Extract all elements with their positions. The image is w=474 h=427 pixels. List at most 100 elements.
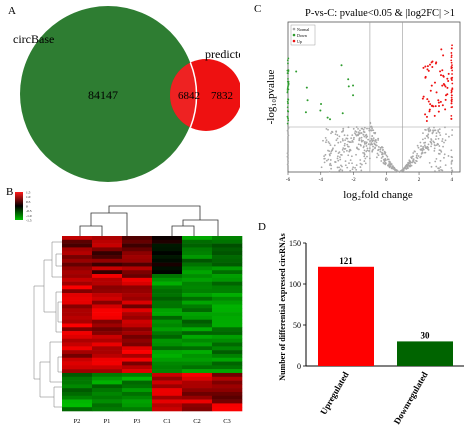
heatmap-cell: [182, 361, 213, 366]
heatmap-cell: [182, 331, 213, 336]
volcano-point-up: [444, 108, 447, 111]
volcano-point-normal: [359, 129, 361, 132]
volcano-point: [287, 84, 290, 87]
heatmap-column-label: C1: [163, 418, 171, 425]
volcano-point: [286, 90, 289, 92]
volcano-point-up: [429, 103, 432, 106]
heatmap-cell: [62, 285, 93, 290]
volcano-point-normal: [393, 166, 396, 169]
volcano-point-normal: [330, 150, 333, 153]
heatmap-cell: [152, 247, 183, 252]
volcano-xtick-label: -4: [319, 178, 324, 183]
volcano-ylabel: -log₁₀pvalue: [265, 70, 277, 125]
volcano-point-normal: [341, 138, 344, 140]
heatmap-cell: [122, 243, 153, 248]
heatmap-cell: [92, 293, 123, 298]
volcano-point-normal: [424, 147, 427, 149]
volcano-point-normal: [384, 153, 386, 155]
heatmap-cell: [212, 380, 243, 385]
volcano-point-normal: [362, 146, 365, 149]
heatmap-cell: [62, 399, 93, 404]
heatmap-cell: [152, 403, 183, 408]
volcano-point-normal: [338, 169, 341, 172]
volcano-point-up: [441, 69, 444, 72]
volcano-point-normal: [347, 154, 350, 157]
volcano-point-down: [295, 70, 298, 73]
volcano-point-down: [341, 112, 344, 115]
volcano-point-normal: [336, 157, 339, 160]
venn-count-predicted-only: 7832: [211, 90, 233, 102]
volcano-point-normal: [423, 144, 426, 147]
heatmap-cell: [212, 327, 243, 332]
volcano-point: [451, 129, 454, 131]
volcano-point: [450, 59, 453, 62]
volcano-point-normal: [330, 164, 333, 167]
volcano-point-up: [442, 75, 445, 78]
heatmap-cell: [182, 293, 213, 298]
bar-value-label: 121: [339, 256, 353, 266]
heatmap-cell: [122, 315, 153, 320]
volcano-point-normal: [429, 140, 432, 143]
volcano-point-normal: [369, 143, 372, 146]
heatmap-cell: [62, 281, 93, 286]
heatmap-cell: [182, 338, 213, 343]
heatmap-cell: [152, 236, 183, 241]
volcano-point-normal: [383, 162, 386, 165]
heatmap-cell: [182, 255, 213, 260]
volcano-point-normal: [358, 137, 361, 140]
volcano-point-normal: [324, 153, 327, 156]
heatmap-cell: [122, 327, 153, 332]
legend-marker-up: [292, 39, 296, 43]
volcano-point-up: [450, 117, 453, 120]
volcano-point-normal: [364, 162, 367, 165]
heatmap-cell: [92, 300, 123, 305]
volcano-point-normal: [372, 148, 374, 151]
volcano-point-normal: [377, 139, 380, 141]
heatmap-cell: [212, 372, 243, 378]
volcano-point-normal: [320, 166, 323, 169]
heatmap-cell: [62, 372, 93, 378]
volcano-point: [287, 57, 290, 60]
volcano-point: [450, 61, 453, 64]
heatmap-cell: [212, 285, 243, 290]
volcano-point-normal: [410, 157, 413, 160]
heatmap-cell: [182, 243, 213, 248]
volcano-point-normal: [330, 132, 332, 135]
heatmap-cell: [92, 243, 123, 248]
heatmap-cell: [62, 255, 93, 260]
heatmap-cell: [152, 380, 183, 385]
heatmap-cell: [152, 296, 183, 301]
volcano-point: [286, 163, 289, 166]
volcano-point-normal: [363, 153, 366, 156]
volcano-point-normal: [360, 139, 363, 142]
volcano-point-normal: [344, 164, 347, 167]
heatmap-cell: [152, 281, 183, 286]
volcano-point-normal: [448, 135, 450, 138]
heatmap-cell: [92, 334, 123, 340]
heatmap-cell: [212, 319, 243, 324]
volcano-point-normal: [331, 131, 334, 134]
volcano-point-normal: [328, 150, 331, 152]
volcano-point-normal: [426, 145, 429, 148]
volcano-point-normal: [417, 146, 420, 149]
volcano-point-normal: [417, 155, 420, 157]
heatmap-cell: [182, 372, 213, 378]
volcano-point-normal: [368, 129, 371, 132]
bar-chart: Number of differential expressed circRNA…: [278, 233, 464, 426]
heatmap-cell: [62, 319, 93, 324]
volcano-point-normal: [377, 145, 380, 148]
volcano-point-normal: [439, 134, 442, 136]
volcano-point-normal: [444, 126, 446, 129]
volcano-point-normal: [406, 165, 409, 168]
heatmap-cell: [92, 388, 123, 393]
volcano-point-normal: [328, 142, 331, 145]
heatmap-cell: [92, 365, 123, 370]
panel-d: D Number of differential expressed circR…: [250, 215, 474, 427]
volcano-point-normal: [383, 150, 386, 153]
heatmap-cell: [122, 384, 153, 389]
volcano-point-normal: [391, 165, 394, 168]
heatmap-cell: [62, 403, 93, 408]
heatmap-cell: [212, 293, 243, 298]
heatmap-cell: [62, 312, 93, 317]
heatmap-cell: [182, 258, 213, 263]
